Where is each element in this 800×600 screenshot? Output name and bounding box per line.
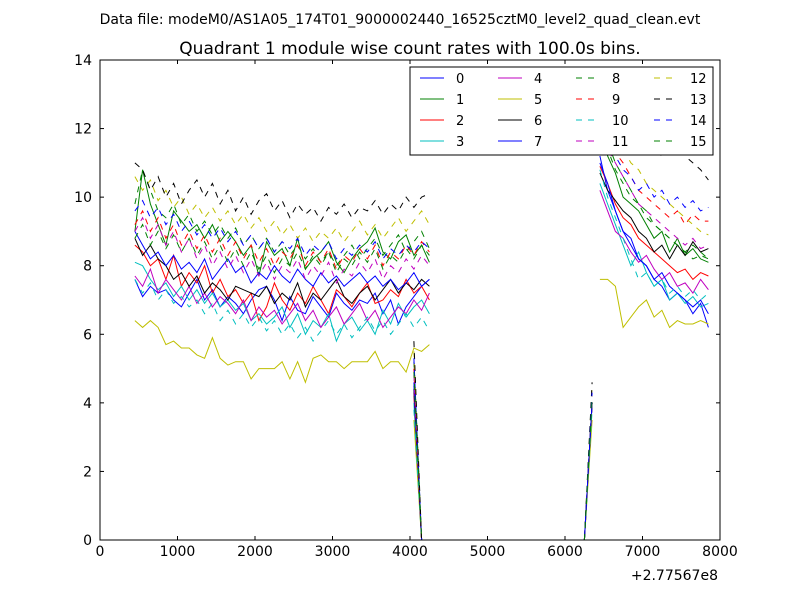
series-0-segment-0 xyxy=(134,278,430,326)
series-7-segment-2 xyxy=(583,402,593,541)
legend-label: 7 xyxy=(534,135,542,150)
legend-label: 15 xyxy=(690,135,707,150)
series-3-segment-0 xyxy=(134,261,430,343)
series-5-segment-3 xyxy=(599,278,709,329)
series-13-segment-0 xyxy=(134,162,430,223)
legend-label: 11 xyxy=(612,135,629,150)
series-6-segment-0 xyxy=(134,238,430,309)
series-10 xyxy=(134,169,709,541)
x-tick-label: 7000 xyxy=(625,544,661,560)
series-15-segment-1 xyxy=(413,371,423,541)
x-axis: 0 1000 2000 3000 4000 5000 6000 7000 8000 xyxy=(96,60,738,560)
data-file-label: Data file: modeM0/AS1A05_174T01_90000024… xyxy=(100,12,701,28)
series-3 xyxy=(134,183,709,541)
y-tick-label: 0 xyxy=(83,533,92,549)
series-9-segment-3 xyxy=(599,114,709,226)
series-9-segment-0 xyxy=(134,209,430,271)
series-1 xyxy=(134,124,709,541)
legend-label: 14 xyxy=(690,114,707,129)
series-15-segment-0 xyxy=(134,223,430,274)
x-tick-label: 3000 xyxy=(315,544,351,560)
x-tick-label: 5000 xyxy=(470,544,506,560)
series-12-segment-0 xyxy=(134,176,430,243)
x-tick-label: 0 xyxy=(96,544,105,560)
series-13-segment-1 xyxy=(413,341,423,541)
legend-frame xyxy=(409,66,714,156)
series-7-segment-3 xyxy=(599,162,709,314)
series-11 xyxy=(134,128,709,541)
series-2 xyxy=(134,166,709,541)
series-13 xyxy=(134,100,709,541)
series-1-segment-0 xyxy=(134,169,430,277)
plot-lines xyxy=(134,100,709,541)
y-tick-label: 2 xyxy=(83,464,92,480)
series-14-segment-0 xyxy=(134,199,430,260)
y-tick-label: 6 xyxy=(83,327,92,343)
series-14 xyxy=(134,128,709,541)
y-tick-label: 14 xyxy=(74,53,92,69)
x-tick-label: 6000 xyxy=(547,544,583,560)
x-tick-label: 2000 xyxy=(237,544,273,560)
series-2-segment-3 xyxy=(599,166,709,281)
legend-label: 8 xyxy=(612,72,620,87)
y-tick-label: 10 xyxy=(74,190,92,206)
legend-label: 6 xyxy=(534,114,542,129)
y-tick-label: 8 xyxy=(83,259,92,275)
series-10-segment-3 xyxy=(599,169,709,301)
legend-label: 3 xyxy=(456,135,464,150)
legend-label: 10 xyxy=(612,114,629,129)
series-6-segment-3 xyxy=(599,172,709,260)
x-tick-label: 8000 xyxy=(702,544,738,560)
series-4-segment-3 xyxy=(599,190,709,295)
series-9 xyxy=(134,114,709,541)
series-5-segment-0 xyxy=(134,319,430,384)
y-tick-label: 12 xyxy=(74,122,92,138)
series-8-segment-3 xyxy=(599,121,709,260)
series-15 xyxy=(134,135,709,541)
series-3-segment-3 xyxy=(599,183,709,308)
x-tick-label: 4000 xyxy=(392,544,428,560)
series-0 xyxy=(134,155,709,541)
legend-label: 1 xyxy=(456,93,464,108)
legend-label: 12 xyxy=(690,72,707,87)
series-8 xyxy=(134,121,709,541)
series-1-segment-3 xyxy=(599,124,709,263)
series-7-segment-0 xyxy=(134,231,430,291)
series-4-segment-0 xyxy=(134,267,430,329)
series-2-segment-0 xyxy=(134,244,430,322)
series-5 xyxy=(134,278,709,541)
series-0-segment-3 xyxy=(599,155,709,328)
legend-label: 13 xyxy=(690,93,707,108)
x-offset-label: +2.77567e8 xyxy=(631,568,718,584)
legend-label: 0 xyxy=(456,72,464,87)
legend-label: 2 xyxy=(456,114,464,129)
legend-label: 5 xyxy=(534,93,542,108)
x-tick-label: 1000 xyxy=(160,544,196,560)
legend-label: 9 xyxy=(612,93,620,108)
series-10-segment-0 xyxy=(134,279,430,343)
y-tick-label: 4 xyxy=(83,396,92,412)
legend-label: 4 xyxy=(534,72,542,87)
chart-title: Quadrant 1 module wise count rates with … xyxy=(179,39,640,59)
series-11-segment-0 xyxy=(134,216,430,285)
series-14-segment-3 xyxy=(599,128,709,212)
